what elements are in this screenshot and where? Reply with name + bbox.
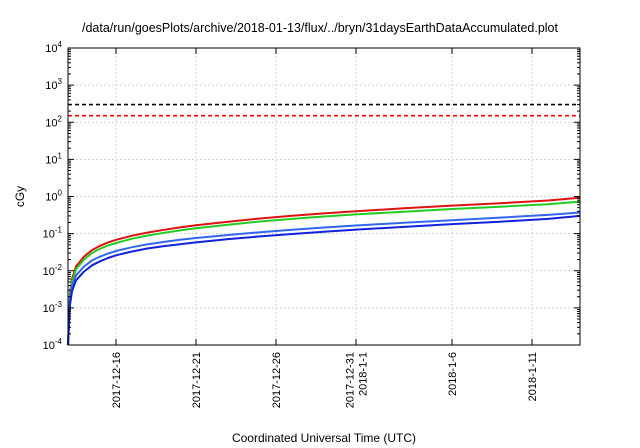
chart-title: /data/run/goesPlots/archive/2018-01-13/f… bbox=[82, 21, 558, 35]
series-line bbox=[67, 214, 581, 346]
series-line bbox=[67, 200, 581, 346]
reference-lines bbox=[68, 103, 580, 117]
y-tick-label: 10-2 bbox=[43, 263, 63, 278]
y-tick-label: 101 bbox=[45, 151, 62, 166]
y-tick-label: 103 bbox=[45, 77, 62, 92]
x-axis-title: Coordinated Universal Time (UTC) bbox=[232, 431, 416, 445]
y-tick-label: 102 bbox=[45, 114, 62, 129]
series-line bbox=[67, 211, 581, 346]
grid bbox=[68, 48, 580, 345]
y-tick-label: 100 bbox=[45, 189, 62, 204]
y-tick-label: 10-3 bbox=[43, 300, 63, 315]
x-tick-label: 2017-12-16 bbox=[111, 352, 123, 408]
y-tick-label: 104 bbox=[45, 40, 62, 55]
axis-ticks bbox=[68, 47, 580, 346]
x-tick-label: 2017-12-31 bbox=[345, 352, 357, 408]
x-tick-label: 2018-1-11 bbox=[527, 352, 539, 401]
y-axis-title: cGy bbox=[13, 186, 27, 207]
tick-labels: 10-4 10-3 10-2 10-1 100 101 102 103 104 2017-12-1… bbox=[43, 40, 539, 408]
y-tick-label: 10-4 bbox=[43, 337, 63, 352]
series-line bbox=[67, 196, 581, 346]
x-tick-label: 2018-1-1 bbox=[358, 352, 370, 396]
x-tick-label: 2018-1-6 bbox=[447, 352, 459, 396]
x-tick-label: 2017-12-26 bbox=[271, 352, 283, 408]
x-tick-label: 2017-12-21 bbox=[191, 352, 203, 408]
y-tick-label: 10-1 bbox=[43, 226, 63, 241]
data-series bbox=[67, 196, 581, 346]
